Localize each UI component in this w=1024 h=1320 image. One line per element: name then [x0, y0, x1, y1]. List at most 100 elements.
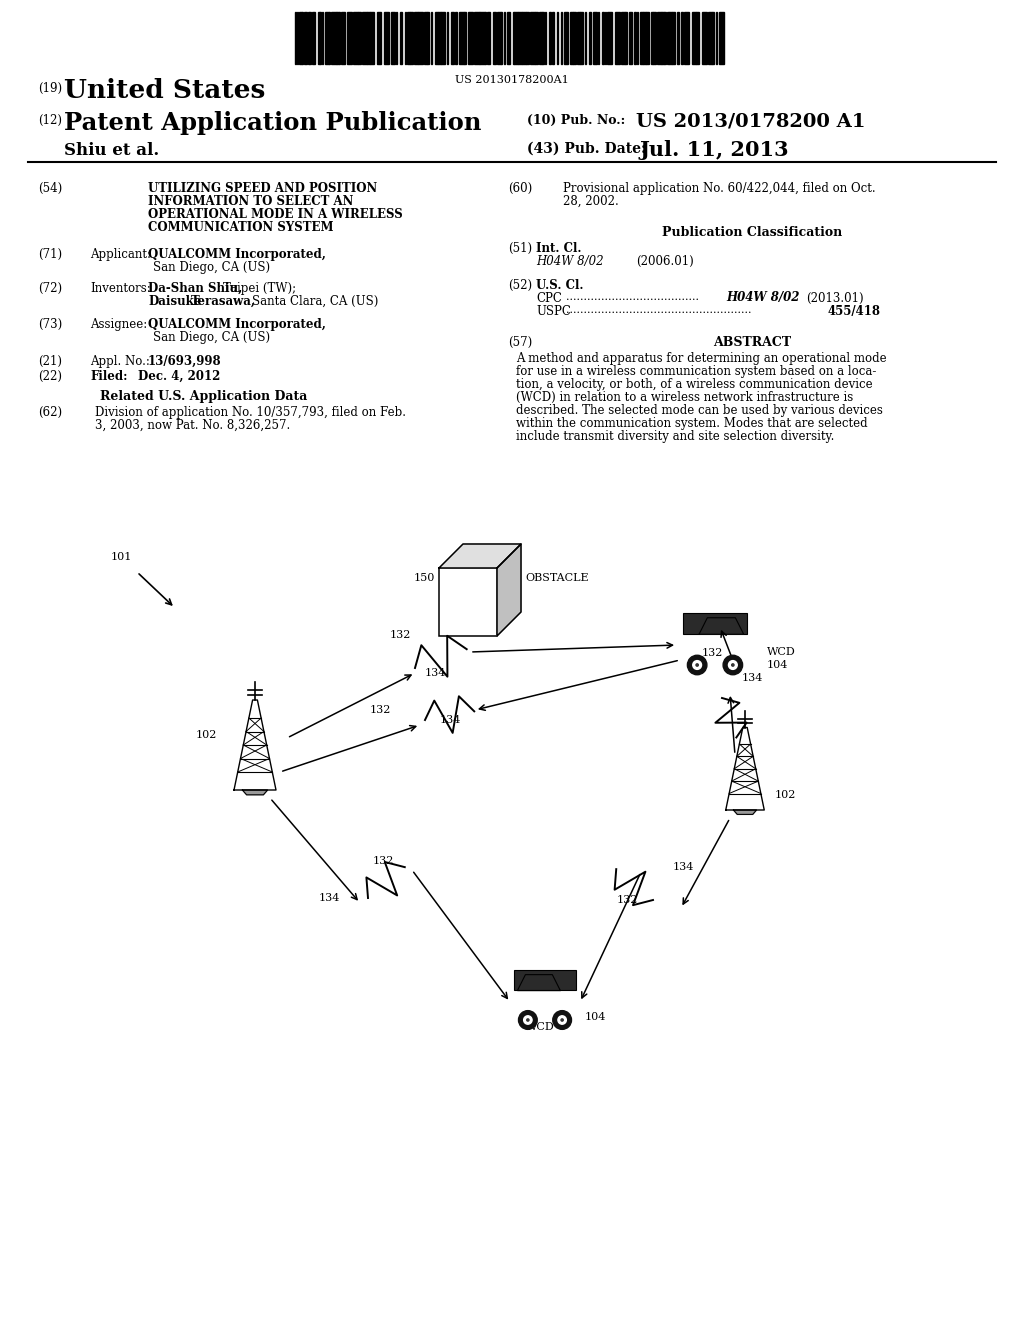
Text: (43) Pub. Date:: (43) Pub. Date:	[527, 143, 646, 156]
Polygon shape	[733, 810, 757, 814]
Bar	[573, 12, 575, 63]
Bar	[514, 970, 575, 990]
Text: Assignee:: Assignee:	[90, 318, 147, 331]
Text: (WCD) in relation to a wireless network infrastructure is: (WCD) in relation to a wireless network …	[516, 391, 853, 404]
Bar	[692, 12, 696, 63]
Text: CPC: CPC	[536, 292, 562, 305]
Text: San Diego, CA (US): San Diego, CA (US)	[153, 261, 270, 275]
Bar	[518, 12, 522, 63]
Text: 150: 150	[414, 573, 435, 583]
Bar	[391, 12, 395, 63]
Text: Jul. 11, 2013: Jul. 11, 2013	[640, 140, 790, 160]
Bar	[353, 12, 358, 63]
Text: Da-Shan Shiu,: Da-Shan Shiu,	[148, 282, 243, 294]
Bar	[424, 12, 427, 63]
Bar	[435, 12, 438, 63]
Text: Int. Cl.: Int. Cl.	[536, 242, 582, 255]
Text: Inventors:: Inventors:	[90, 282, 151, 294]
Bar	[427, 12, 429, 63]
Bar	[643, 12, 646, 63]
Text: Publication Classification: Publication Classification	[662, 226, 842, 239]
Bar	[719, 12, 724, 63]
Text: (62): (62)	[38, 407, 62, 418]
Bar	[684, 12, 689, 63]
Bar	[552, 12, 554, 63]
Text: WCD: WCD	[525, 1022, 554, 1032]
Circle shape	[518, 1011, 538, 1030]
Text: (19): (19)	[38, 82, 62, 95]
Text: 104: 104	[585, 1012, 606, 1022]
Circle shape	[526, 1019, 529, 1022]
Text: 13/693,998: 13/693,998	[148, 355, 221, 368]
Bar	[370, 12, 374, 63]
Text: (2013.01): (2013.01)	[806, 292, 863, 305]
Text: Related U.S. Application Data: Related U.S. Application Data	[100, 389, 307, 403]
Bar	[667, 12, 669, 63]
Text: Taipei (TW);: Taipei (TW);	[223, 282, 296, 294]
Bar	[455, 12, 457, 63]
Bar	[341, 12, 345, 63]
Text: 102: 102	[196, 730, 217, 741]
Bar	[681, 12, 683, 63]
Bar	[712, 12, 714, 63]
Text: (60): (60)	[508, 182, 532, 195]
Text: QUALCOMM Incorporated,: QUALCOMM Incorporated,	[148, 248, 326, 261]
Bar	[400, 12, 402, 63]
Polygon shape	[439, 544, 521, 568]
Bar	[657, 12, 662, 63]
Text: for use in a wireless communication system based on a loca-: for use in a wireless communication syst…	[516, 366, 877, 378]
Bar	[634, 12, 636, 63]
Polygon shape	[497, 544, 521, 636]
Bar	[347, 12, 352, 63]
Text: 132: 132	[616, 895, 638, 906]
Text: Terasawa,: Terasawa,	[191, 294, 256, 308]
Text: (54): (54)	[38, 182, 62, 195]
Text: 104: 104	[767, 660, 788, 671]
Polygon shape	[234, 700, 276, 789]
Circle shape	[523, 1016, 532, 1024]
Bar	[702, 12, 707, 63]
Bar	[358, 12, 361, 63]
Text: (21): (21)	[38, 355, 62, 368]
Bar	[640, 12, 643, 63]
Bar	[662, 12, 664, 63]
Bar	[507, 12, 510, 63]
Text: WCD: WCD	[767, 647, 796, 657]
Bar	[664, 12, 666, 63]
Bar	[418, 12, 423, 63]
Text: 132: 132	[702, 648, 723, 657]
Bar	[299, 12, 302, 63]
Text: UTILIZING SPEED AND POSITION: UTILIZING SPEED AND POSITION	[148, 182, 377, 195]
Bar	[530, 12, 535, 63]
Bar	[309, 12, 311, 63]
Circle shape	[732, 664, 734, 667]
Text: U.S. Cl.: U.S. Cl.	[536, 279, 584, 292]
Text: 132: 132	[370, 705, 391, 715]
Text: 134: 134	[440, 715, 462, 725]
Text: 134: 134	[673, 862, 694, 873]
Bar	[621, 12, 625, 63]
Bar	[549, 12, 551, 63]
Text: Filed:: Filed:	[90, 370, 128, 383]
Text: include transmit diversity and site selection diversity.: include transmit diversity and site sele…	[516, 430, 835, 444]
Bar	[377, 12, 381, 63]
Text: Santa Clara, CA (US): Santa Clara, CA (US)	[252, 294, 379, 308]
Bar	[441, 12, 445, 63]
Text: 134: 134	[742, 673, 763, 682]
Text: Appl. No.:: Appl. No.:	[90, 355, 150, 368]
Text: Daisuke: Daisuke	[148, 294, 202, 308]
Bar	[468, 12, 473, 63]
Bar	[438, 12, 441, 63]
Circle shape	[561, 1019, 563, 1022]
Bar	[672, 12, 675, 63]
Text: Division of application No. 10/357,793, filed on Feb.: Division of application No. 10/357,793, …	[95, 407, 406, 418]
Text: (22): (22)	[38, 370, 62, 383]
Circle shape	[553, 1011, 571, 1030]
Bar	[451, 12, 454, 63]
Text: (2006.01): (2006.01)	[636, 255, 693, 268]
Text: 455/418: 455/418	[828, 305, 881, 318]
Bar	[526, 12, 529, 63]
Bar	[696, 12, 699, 63]
Text: QUALCOMM Incorporated,: QUALCOMM Incorporated,	[148, 318, 326, 331]
Text: (73): (73)	[38, 318, 62, 331]
